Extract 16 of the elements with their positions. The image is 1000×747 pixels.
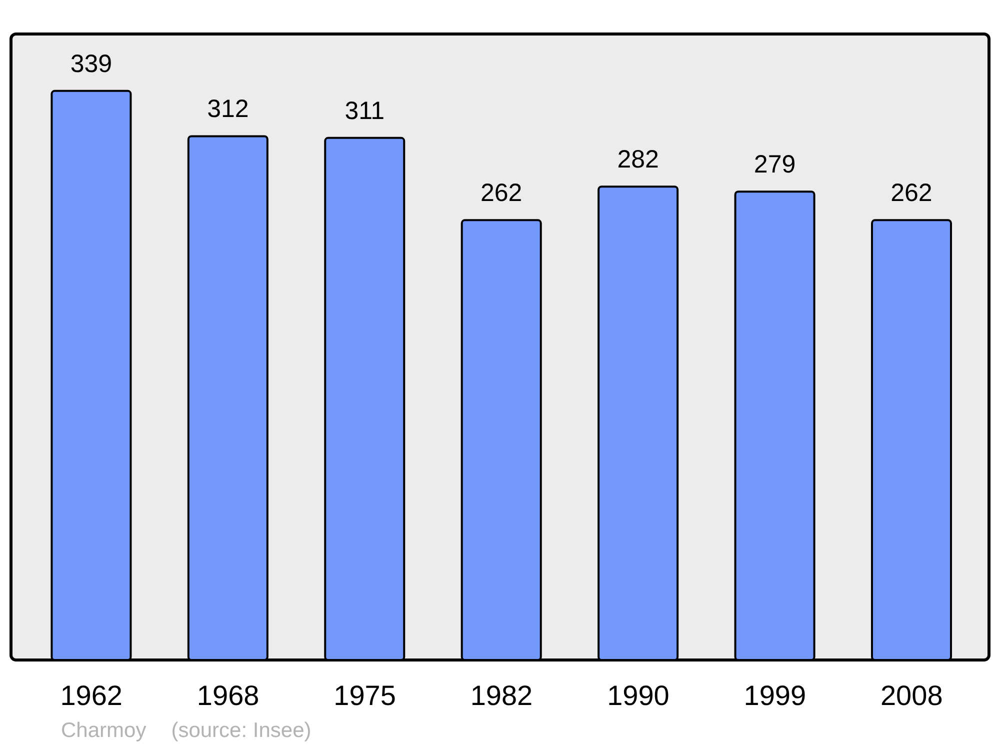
x-tick-label: 1975 (334, 680, 396, 711)
x-tick-label: 1962 (60, 680, 123, 711)
x-tick-label: 2008 (880, 680, 943, 711)
x-tick-label: 1968 (196, 680, 260, 711)
data-label: 279 (754, 150, 796, 179)
data-label: 339 (70, 50, 112, 78)
x-tick-label: 1982 (470, 680, 533, 711)
x-tick-label: 1990 (607, 680, 670, 711)
data-label: 312 (207, 95, 249, 124)
data-label: 282 (617, 146, 659, 174)
data-label: 262 (480, 179, 522, 208)
x-tick-label: 1999 (744, 680, 806, 711)
text: (source: Insee) (171, 719, 312, 742)
text: Charmoy (61, 719, 147, 742)
data-label: 311 (344, 96, 385, 125)
data-label: 262 (890, 179, 932, 208)
